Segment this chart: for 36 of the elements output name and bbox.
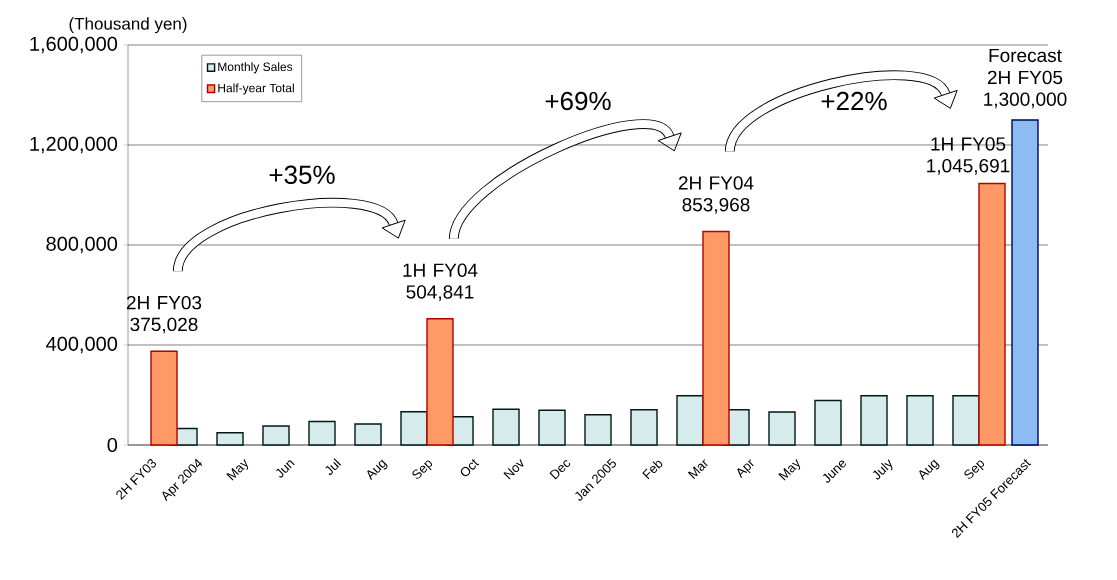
annotation: 1H FY04 [403, 263, 478, 277]
x-tick-label: Aug [367, 459, 388, 481]
x-tick-label: Jun [276, 460, 295, 478]
data-label: 375,028 [130, 317, 198, 334]
x-tick-label: Oct [460, 459, 480, 477]
y-tick-label: 0 [107, 437, 118, 453]
annotation: +35% [269, 165, 335, 184]
x-tick-label: May [778, 459, 801, 481]
x-tick-label: July [872, 459, 893, 480]
annotation: Forecast 2H FY05 [987, 48, 1063, 85]
annotation: 2H FY03 [126, 295, 202, 310]
x-tick-label: May [226, 459, 249, 481]
data-label: 504,841 [406, 285, 474, 301]
x-tick-label: Sep [412, 460, 433, 479]
x-tick-label: Aug [919, 459, 940, 481]
legend-label: Half-year Total [218, 83, 294, 95]
annotation: 2H FY04 [678, 176, 754, 190]
y-tick-label: 1,600,000 [30, 36, 118, 54]
x-tick-label: Feb [642, 460, 663, 480]
legend-label: Monthly Sales [218, 62, 293, 74]
x-tick-label: Nov [503, 459, 524, 480]
x-tick-label: Mar [687, 459, 708, 479]
y-tick-label: 400,000 [46, 336, 118, 354]
annotation: +69% [545, 91, 611, 111]
y-axis-title: (Thousand yen) [69, 17, 187, 34]
x-tick-label: Apr [737, 459, 754, 479]
x-tick-label: Sep [964, 460, 985, 479]
data-label: 1,045,691 [927, 159, 1010, 175]
data-label: 853,968 [682, 197, 750, 214]
annotation: 1H FY05 [931, 137, 1006, 151]
x-tick-label: Jul [325, 458, 342, 475]
y-tick-label: 1,200,000 [30, 136, 118, 154]
x-tick-label: Dec [549, 460, 571, 480]
y-tick-label: 800,000 [46, 236, 118, 254]
data-label: 1,300,000 [984, 92, 1067, 109]
annotation: +22% [821, 91, 887, 111]
